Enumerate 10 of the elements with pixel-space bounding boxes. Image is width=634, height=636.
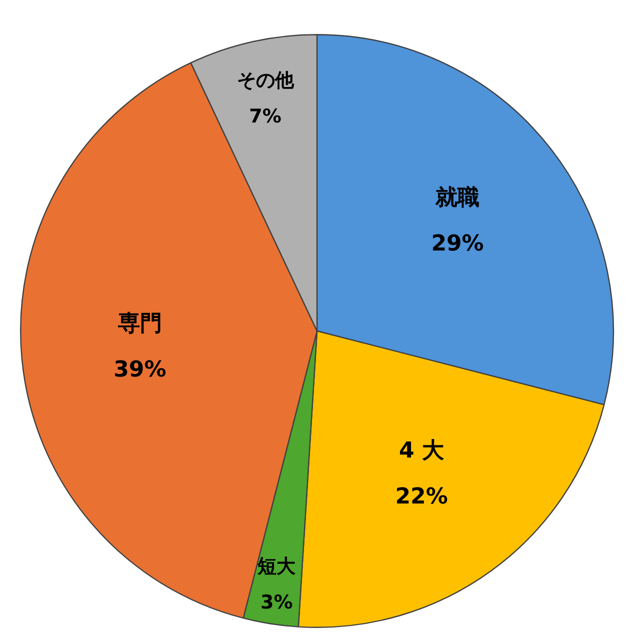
data-label: 29% [431, 232, 484, 257]
data-label: 7% [249, 106, 282, 128]
data-label: 39% [114, 357, 166, 382]
data-label: 22% [395, 484, 448, 510]
slice-label: 4 大 [399, 438, 446, 464]
slice-label: 専門 [116, 311, 162, 336]
data-label: 3% [260, 592, 293, 614]
slice-label: 就職 [434, 186, 480, 211]
slice-label: その他 [236, 70, 295, 92]
slice-label: 短大 [256, 556, 297, 578]
